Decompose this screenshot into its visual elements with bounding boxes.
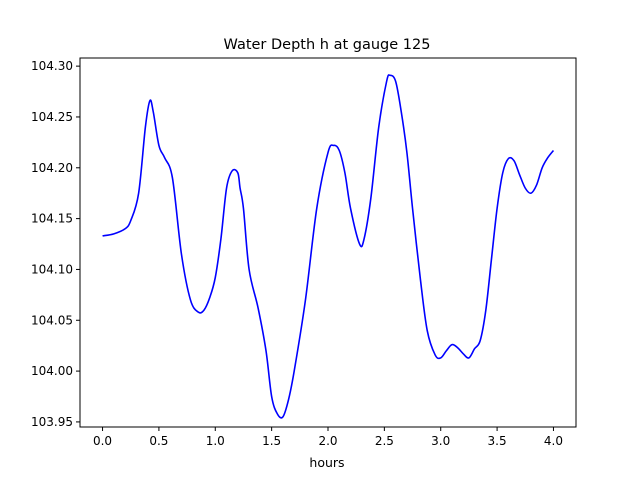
y-tick-label: 104.05 bbox=[31, 313, 73, 327]
y-tick-label: 104.30 bbox=[31, 59, 73, 73]
plot-frame bbox=[79, 57, 577, 428]
x-axis: 0.0 0.5 1.0 1.5 2.0 2.5 3.0 3.5 4.0 bbox=[93, 427, 563, 448]
y-tick-label: 104.25 bbox=[31, 110, 73, 124]
y-tick-label: 104.00 bbox=[31, 364, 73, 378]
y-tick-label: 104.10 bbox=[31, 262, 73, 276]
x-tick-label: 4.0 bbox=[544, 434, 563, 448]
y-tick-label: 103.95 bbox=[31, 415, 73, 429]
x-axis-label: hours bbox=[309, 455, 344, 470]
x-tick-label: 1.0 bbox=[206, 434, 225, 448]
y-tick-label: 104.20 bbox=[31, 161, 73, 175]
x-tick-label: 3.0 bbox=[431, 434, 450, 448]
x-tick-label: 2.0 bbox=[318, 434, 337, 448]
x-tick-label: 0.5 bbox=[149, 434, 168, 448]
x-tick-label: 0.0 bbox=[93, 434, 112, 448]
x-tick-label: 3.5 bbox=[488, 434, 507, 448]
x-tick-label: 1.5 bbox=[262, 434, 281, 448]
y-tick-label: 104.15 bbox=[31, 212, 73, 226]
chart-title: Water Depth h at gauge 125 bbox=[224, 37, 431, 53]
y-axis: 103.95 104.00 104.05 104.10 104.15 104.20 104.… bbox=[31, 59, 80, 429]
series-line-depth bbox=[102, 74, 555, 419]
x-tick-label: 2.5 bbox=[375, 434, 394, 448]
